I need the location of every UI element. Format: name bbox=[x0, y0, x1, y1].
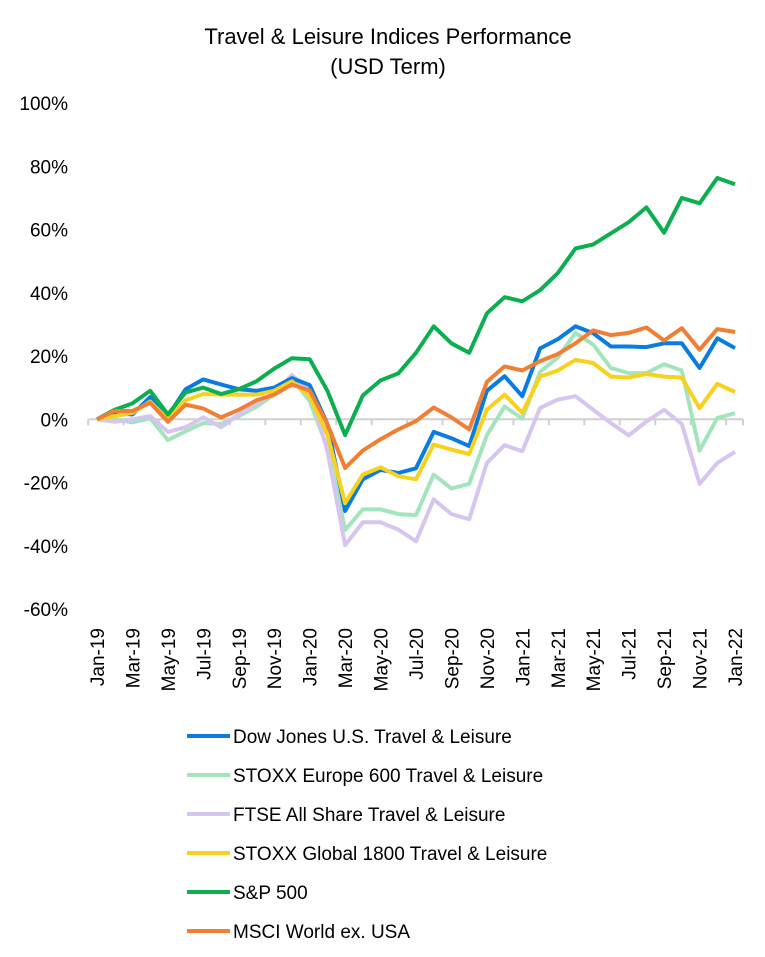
x-tick-label: Nov-19 bbox=[265, 628, 286, 689]
series-line-stoxx-global-1800-travel-leisure bbox=[96, 357, 736, 506]
x-tick-label: May-21 bbox=[584, 628, 605, 691]
x-tick-label: Jul-19 bbox=[194, 628, 215, 680]
y-tick-label: -60% bbox=[24, 600, 68, 621]
legend-label: Dow Jones U.S. Travel & Leisure bbox=[233, 727, 512, 748]
x-tick-label: Sep-21 bbox=[655, 628, 676, 689]
y-tick-label: -20% bbox=[24, 474, 68, 495]
chart-title-line-2: (USD Term) bbox=[330, 54, 446, 79]
x-tick-label: Jan-21 bbox=[513, 628, 534, 686]
y-tick-label: -40% bbox=[24, 537, 68, 558]
y-axis: 100% 80% 60% 40% 20% 0% -20% -40% -60% bbox=[19, 94, 68, 621]
x-tick-label: Nov-20 bbox=[478, 628, 499, 689]
y-tick-label: 100% bbox=[19, 94, 68, 115]
x-tick-label: Nov-21 bbox=[691, 628, 712, 689]
x-tick-label: Jan-20 bbox=[301, 628, 322, 686]
x-tick-label: May-20 bbox=[372, 628, 393, 691]
legend-label: STOXX Europe 600 Travel & Leisure bbox=[233, 766, 543, 787]
chart-title-line-1: Travel & Leisure Indices Performance bbox=[204, 24, 571, 49]
y-tick-label: 80% bbox=[30, 157, 68, 178]
series-line-msci-world-ex-usa bbox=[96, 325, 736, 470]
x-tick-label: Mar-19 bbox=[123, 628, 144, 688]
x-tick-label: Jan-22 bbox=[726, 628, 747, 686]
x-tick-label: Jan-19 bbox=[88, 628, 109, 686]
series-line-ftse-all-share-travel-leisure bbox=[96, 373, 737, 548]
x-tick-label: May-19 bbox=[159, 628, 180, 691]
x-axis: Jan-19 Mar-19 May-19 Jul-19 Sep-19 Nov-19 Jan-… bbox=[87, 418, 747, 691]
legend-label: STOXX Global 1800 Travel & Leisure bbox=[233, 844, 547, 865]
y-tick-label: 0% bbox=[41, 410, 69, 431]
x-tick-label: Sep-19 bbox=[230, 628, 251, 689]
x-tick-label: Jul-20 bbox=[407, 628, 428, 680]
x-tick-label: Jul-21 bbox=[620, 628, 641, 680]
legend-label: MSCI World ex. USA bbox=[233, 922, 410, 943]
series-line-s-p-500 bbox=[96, 176, 736, 438]
legend-label: S&P 500 bbox=[233, 883, 308, 904]
series-line-stoxx-europe-600-travel-leisure bbox=[97, 330, 736, 532]
series-line-dow-jones-u-s-travel-leisure bbox=[96, 324, 736, 513]
x-tick-label: Sep-20 bbox=[442, 628, 463, 689]
legend: Dow Jones U.S. Travel & Leisure STOXX Eur… bbox=[187, 727, 547, 943]
y-tick-label: 60% bbox=[30, 221, 68, 242]
x-tick-label: Mar-21 bbox=[549, 628, 570, 688]
y-tick-label: 20% bbox=[30, 347, 68, 368]
legend-label: FTSE All Share Travel & Leisure bbox=[233, 805, 505, 826]
y-tick-label: 40% bbox=[30, 284, 68, 305]
series-lines bbox=[96, 176, 737, 548]
x-tick-label: Mar-20 bbox=[336, 628, 357, 688]
